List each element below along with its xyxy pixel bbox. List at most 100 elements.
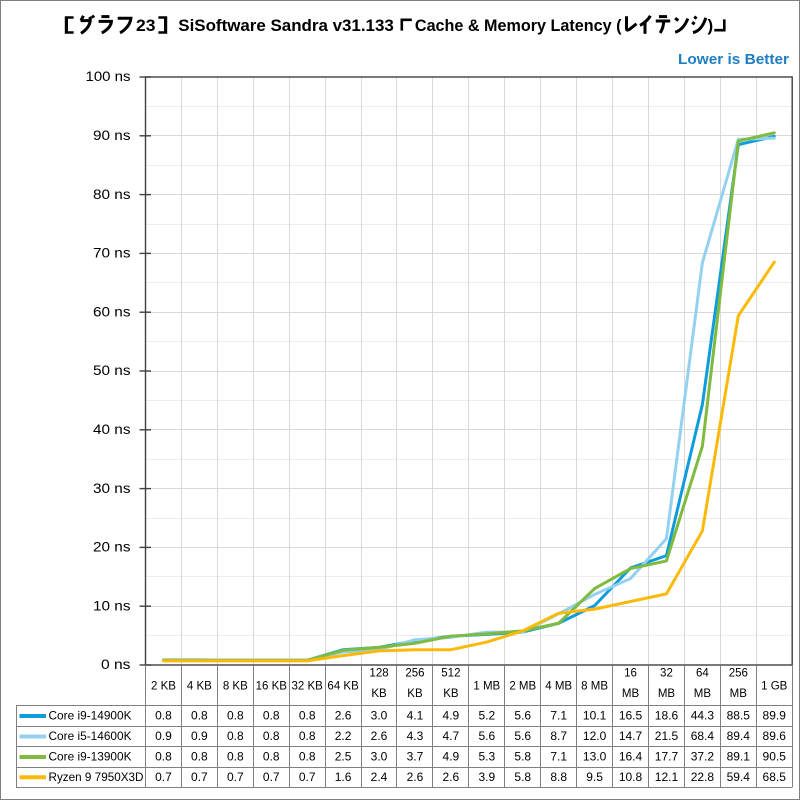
svg-text:4 MB: 4 MB (545, 680, 572, 692)
svg-text:89.4: 89.4 (727, 729, 751, 743)
svg-text:3.7: 3.7 (407, 750, 424, 764)
svg-text:16.4: 16.4 (619, 750, 643, 764)
svg-text:0.8: 0.8 (299, 750, 316, 764)
svg-text:2.6: 2.6 (335, 709, 352, 723)
svg-text:4.3: 4.3 (407, 729, 424, 743)
svg-text:0.8: 0.8 (155, 750, 172, 764)
svg-text:0.8: 0.8 (227, 750, 244, 764)
svg-text:68.5: 68.5 (763, 770, 787, 784)
svg-text:0.8: 0.8 (227, 709, 244, 723)
svg-text:60 ns: 60 ns (93, 304, 131, 319)
svg-text:2.2: 2.2 (335, 729, 352, 743)
svg-text:8 MB: 8 MB (581, 680, 608, 692)
svg-text:0.8: 0.8 (191, 709, 208, 723)
svg-text:10 ns: 10 ns (93, 598, 131, 613)
svg-text:70 ns: 70 ns (93, 246, 131, 261)
svg-text:0.8: 0.8 (227, 729, 244, 743)
svg-text:0.9: 0.9 (191, 729, 208, 743)
svg-text:89.9: 89.9 (763, 709, 787, 723)
svg-text:100 ns: 100 ns (86, 69, 131, 84)
svg-text:17.7: 17.7 (655, 750, 679, 764)
svg-text:0.8: 0.8 (263, 750, 280, 764)
svg-text:KB: KB (371, 688, 387, 700)
svg-text:10.8: 10.8 (619, 770, 643, 784)
svg-text:14.7: 14.7 (619, 729, 643, 743)
svg-text:1 MB: 1 MB (473, 680, 500, 692)
svg-text:0.8: 0.8 (263, 729, 280, 743)
svg-text:Core i9-14900K: Core i9-14900K (49, 709, 132, 723)
svg-text:44.3: 44.3 (691, 709, 715, 723)
svg-text:0 ns: 0 ns (101, 657, 131, 672)
svg-text:50 ns: 50 ns (93, 363, 131, 378)
svg-text:23: 23 (136, 16, 156, 35)
svg-text:1 GB: 1 GB (761, 680, 788, 692)
svg-text:18.6: 18.6 (655, 709, 679, 723)
svg-text:10.1: 10.1 (583, 709, 607, 723)
svg-text:90 ns: 90 ns (93, 128, 131, 143)
svg-text:2.6: 2.6 (371, 729, 388, 743)
svg-text:Core i5-14600K: Core i5-14600K (49, 729, 132, 743)
svg-text:64 KB: 64 KB (327, 680, 359, 692)
svg-text:5.8: 5.8 (514, 770, 531, 784)
svg-text:1.6: 1.6 (335, 770, 352, 784)
svg-text:3.0: 3.0 (371, 750, 388, 764)
svg-text:64: 64 (696, 668, 709, 680)
svg-text:40 ns: 40 ns (93, 422, 131, 437)
svg-text:12.1: 12.1 (655, 770, 679, 784)
svg-text:68.4: 68.4 (691, 729, 715, 743)
svg-text:3.0: 3.0 (371, 709, 388, 723)
svg-text:8.7: 8.7 (550, 729, 567, 743)
svg-text:512: 512 (441, 668, 460, 680)
svg-text:Lower is Better: Lower is Better (678, 52, 789, 68)
svg-text:Cache & Memory Latency (: Cache & Memory Latency ( (415, 16, 622, 35)
svg-text:MB: MB (658, 688, 676, 700)
svg-text:0.8: 0.8 (155, 709, 172, 723)
svg-text:59.4: 59.4 (727, 770, 751, 784)
svg-text:3.9: 3.9 (478, 770, 495, 784)
svg-text:5.3: 5.3 (478, 750, 495, 764)
svg-text:5.8: 5.8 (514, 750, 531, 764)
svg-text:256: 256 (405, 668, 424, 680)
svg-text:0.7: 0.7 (299, 770, 316, 784)
svg-text:7.1: 7.1 (550, 709, 567, 723)
svg-text:MB: MB (694, 688, 712, 700)
svg-text:KB: KB (407, 688, 423, 700)
svg-text:Core i9-13900K: Core i9-13900K (49, 750, 132, 764)
svg-text:89.6: 89.6 (763, 729, 787, 743)
svg-text:13.0: 13.0 (583, 750, 607, 764)
svg-text:16.5: 16.5 (619, 709, 643, 723)
svg-text:KB: KB (443, 688, 459, 700)
svg-text:0.8: 0.8 (263, 709, 280, 723)
svg-text:Ryzen 9 7950X3D: Ryzen 9 7950X3D (49, 770, 144, 784)
svg-text:9.5: 9.5 (586, 770, 603, 784)
svg-text:20 ns: 20 ns (93, 540, 131, 555)
svg-text:0.7: 0.7 (227, 770, 244, 784)
svg-text:5.2: 5.2 (478, 709, 495, 723)
svg-text:8.8: 8.8 (550, 770, 567, 784)
svg-text:4.7: 4.7 (443, 729, 460, 743)
svg-text:16 KB: 16 KB (256, 680, 288, 692)
svg-text:0.7: 0.7 (155, 770, 172, 784)
svg-text:0.8: 0.8 (191, 750, 208, 764)
svg-text:5.6: 5.6 (514, 709, 531, 723)
svg-text:80 ns: 80 ns (93, 187, 131, 202)
svg-text:0.9: 0.9 (155, 729, 172, 743)
svg-text:2.6: 2.6 (443, 770, 460, 784)
svg-text:4.1: 4.1 (407, 709, 424, 723)
svg-text:32: 32 (660, 668, 673, 680)
svg-text:4.9: 4.9 (443, 709, 460, 723)
svg-text:0.7: 0.7 (191, 770, 208, 784)
svg-text:MB: MB (622, 688, 640, 700)
svg-text:2.4: 2.4 (371, 770, 388, 784)
svg-text:2.5: 2.5 (335, 750, 352, 764)
svg-text:7.1: 7.1 (550, 750, 567, 764)
svg-text:37.2: 37.2 (691, 750, 715, 764)
svg-text:0.8: 0.8 (299, 729, 316, 743)
svg-text:21.5: 21.5 (655, 729, 679, 743)
svg-text:90.5: 90.5 (763, 750, 787, 764)
svg-text:4 KB: 4 KB (187, 680, 212, 692)
svg-text:88.5: 88.5 (727, 709, 751, 723)
svg-text:128: 128 (369, 668, 388, 680)
svg-text:32 KB: 32 KB (292, 680, 324, 692)
svg-text:0.7: 0.7 (263, 770, 280, 784)
